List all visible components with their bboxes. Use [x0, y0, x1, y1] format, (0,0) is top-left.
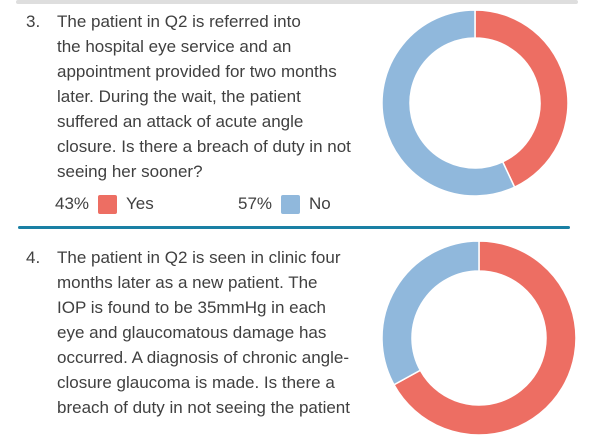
question-4-text: The patient in Q2 is seen in clinic four… — [57, 248, 350, 417]
donut-segment-no — [381, 9, 516, 197]
donut-chart-question-3 — [381, 9, 569, 197]
donut-segment-yes — [474, 9, 569, 189]
yes-color-swatch — [98, 194, 118, 214]
question-3-legend: 43% Yes 57% No — [55, 194, 395, 216]
question-3-text: The patient in Q2 is referred into the h… — [57, 12, 351, 181]
question-3-number: 3. — [26, 12, 41, 31]
section-divider — [18, 226, 570, 229]
legend-yes-label: Yes — [126, 194, 154, 213]
donut-segment-no — [381, 240, 480, 386]
legend-item-no: 57% No — [238, 194, 331, 214]
question-4-number: 4. — [26, 248, 41, 267]
legend-item-yes: 43% Yes — [55, 194, 154, 214]
legend-no-label: No — [309, 194, 331, 213]
top-divider-strip — [16, 0, 578, 4]
legend-no-percent: 57% — [238, 194, 273, 213]
donut-segment-yes — [392, 240, 577, 436]
donut-chart-question-4 — [381, 240, 577, 436]
legend-yes-percent: 43% — [55, 194, 90, 213]
no-color-swatch — [281, 194, 301, 214]
